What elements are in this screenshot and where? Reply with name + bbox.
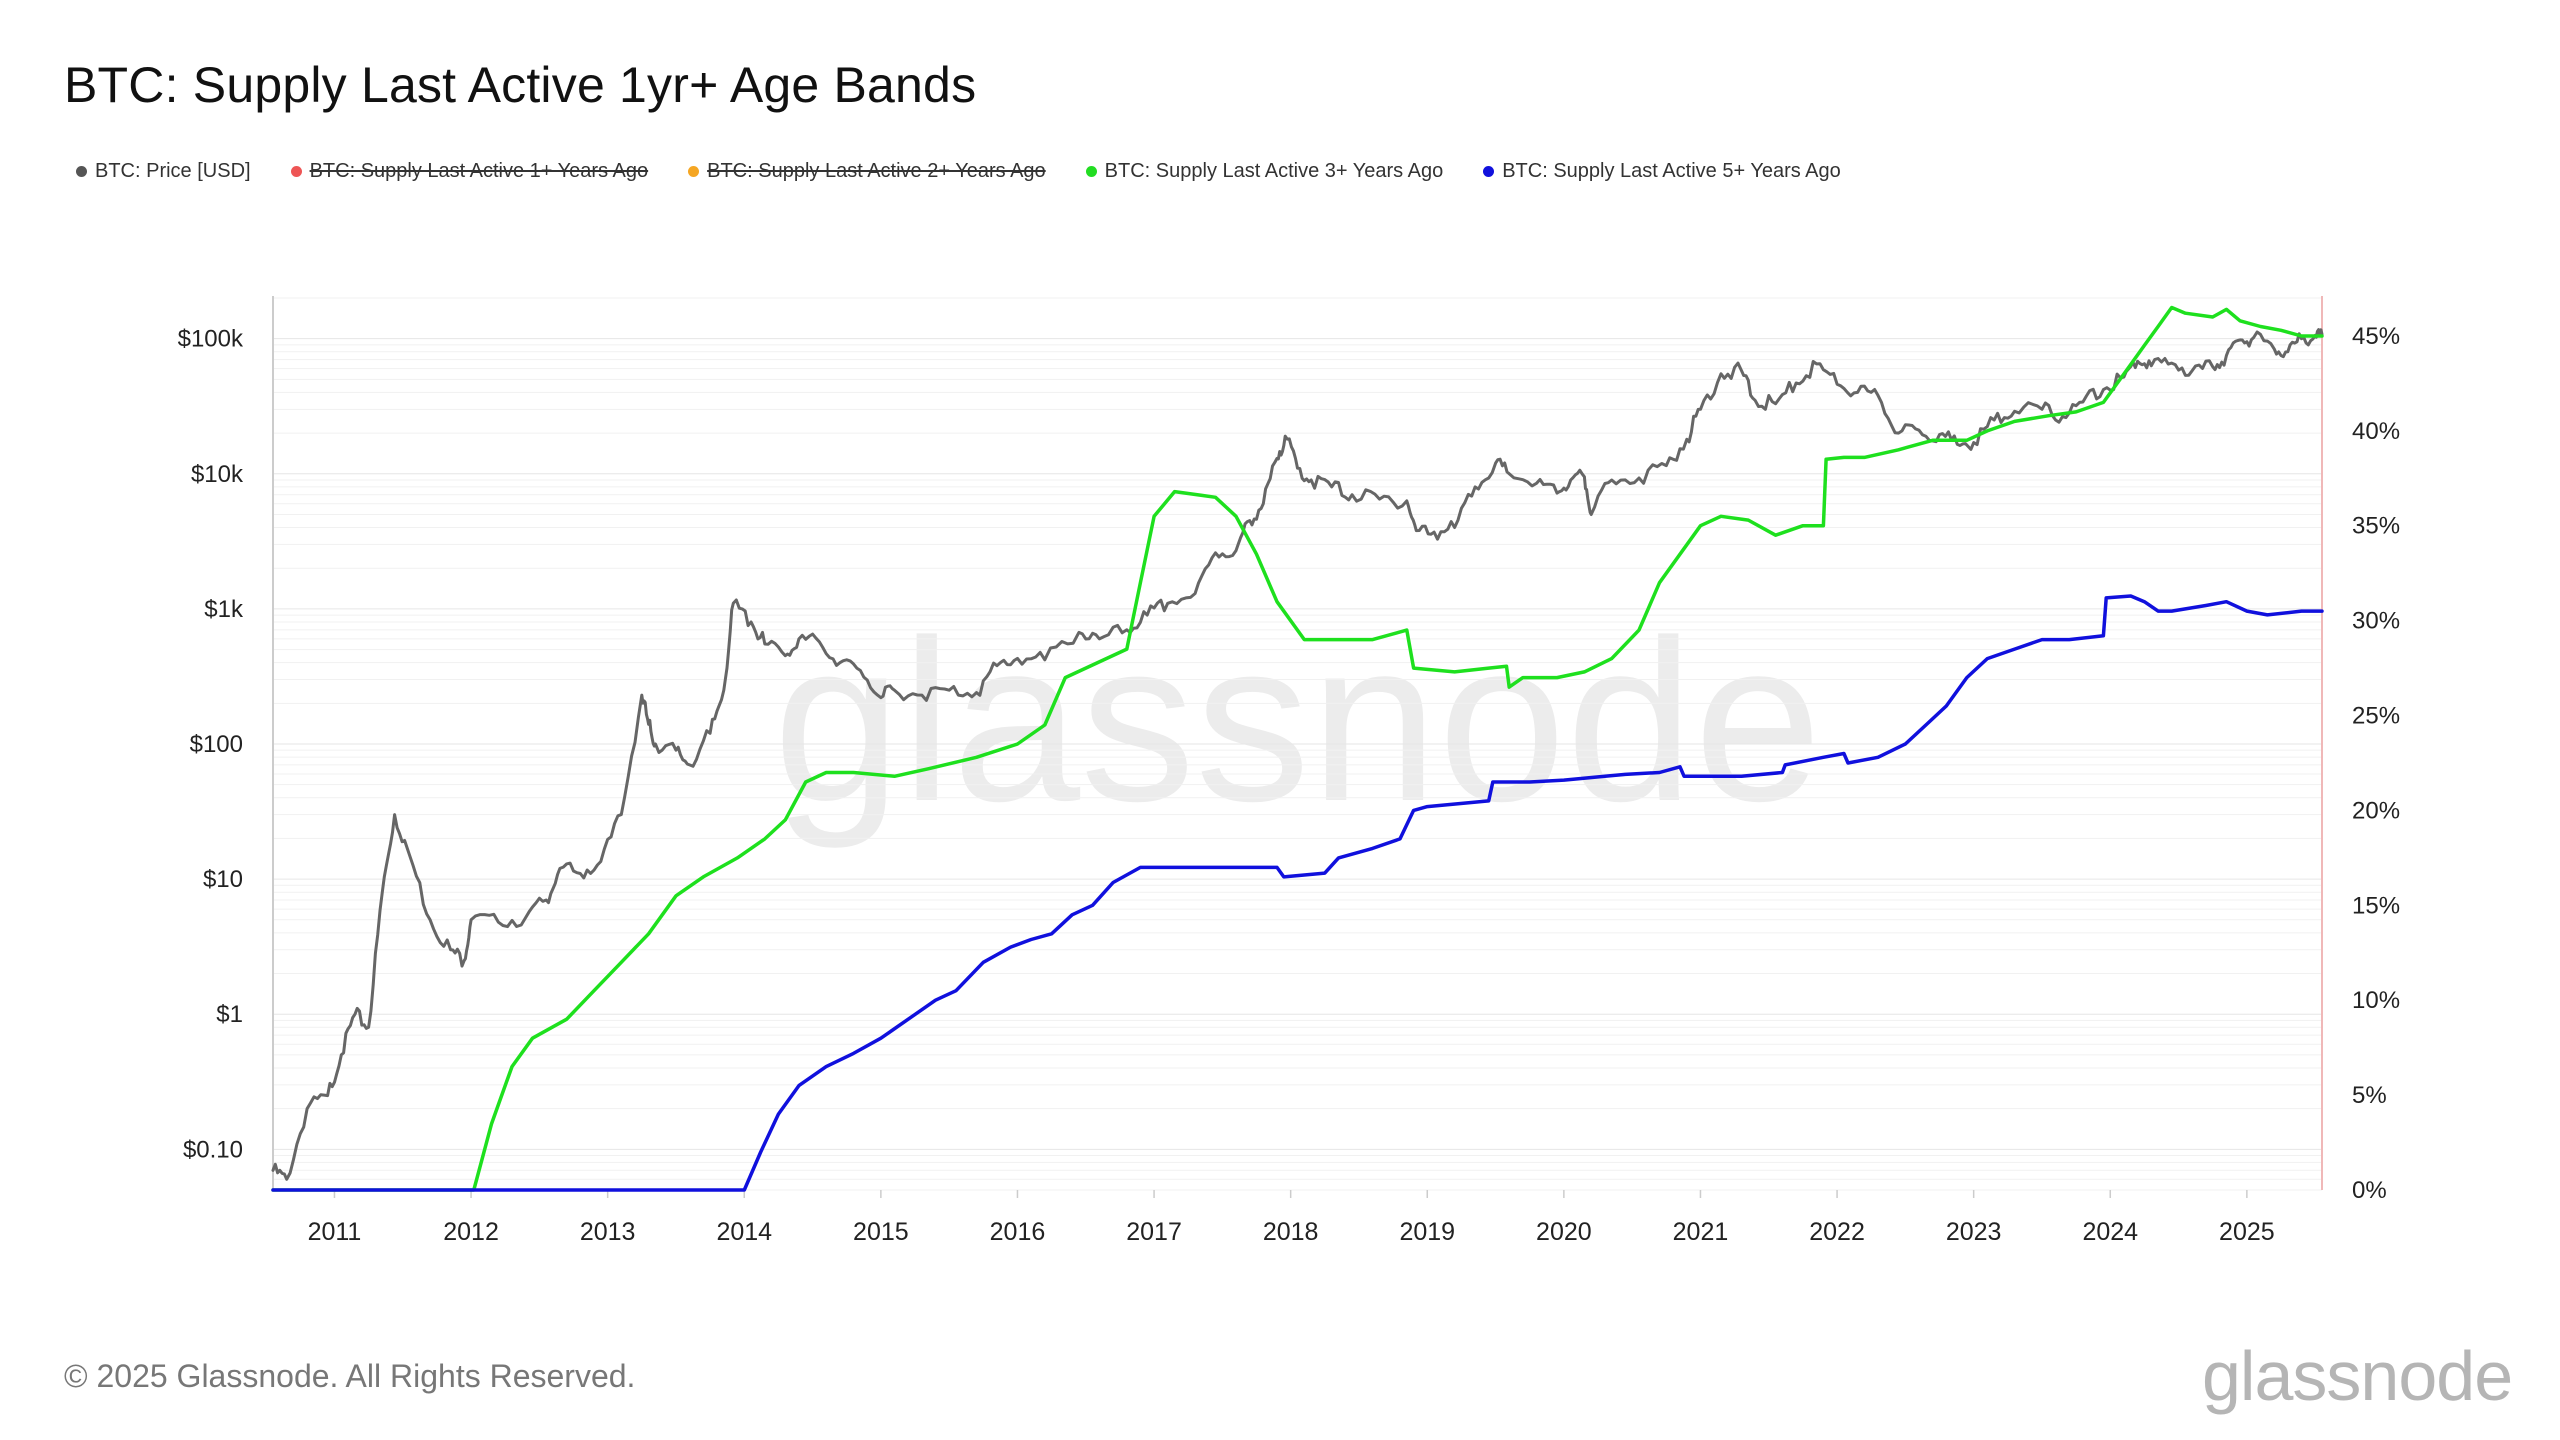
x-tick-label: 2012 <box>443 1218 499 1246</box>
copyright-footer: © 2025 Glassnode. All Rights Reserved. <box>64 1358 636 1394</box>
brand-logo-text: glassnode <box>2202 1337 2513 1415</box>
legend-dot-supply-5y <box>1483 166 1495 177</box>
legend-dot-price <box>76 166 87 177</box>
y-left-tick-label: $100 <box>190 731 243 758</box>
y-left-tick-label: $100k <box>178 326 244 353</box>
legend-label-price: BTC: Price [USD] <box>95 160 251 182</box>
y-right-tick-label: 25% <box>2352 703 2400 730</box>
y-right-tick-label: 35% <box>2352 513 2400 540</box>
chart-legend: BTC: Price [USD] BTC: Supply Last Active… <box>76 160 1841 183</box>
x-tick-label: 2025 <box>2219 1218 2275 1246</box>
legend-label-supply-3y: BTC: Supply Last Active 3+ Years Ago <box>1104 160 1444 182</box>
axes-layer: $0.10 $1 $10 $100 $1k $10k $100k 0% 5% 10% 15% 20% 2… <box>178 296 2400 1246</box>
x-tick-label: 2013 <box>580 1218 636 1246</box>
y-right-tick-label: 20% <box>2352 797 2400 824</box>
grid-layer <box>273 297 2322 1191</box>
y-right-tick-label: 40% <box>2352 418 2400 445</box>
y-right-tick-label: 10% <box>2352 987 2400 1014</box>
legend-item-supply-1y[interactable]: BTC: Supply Last Active 1+ Years Ago <box>290 160 649 183</box>
legend-item-supply-2y[interactable]: BTC: Supply Last Active 2+ Years Ago <box>688 160 1046 183</box>
x-tick-label: 2016 <box>990 1218 1046 1246</box>
x-tick-label: 2021 <box>1673 1218 1729 1246</box>
y-left-tick-label: $10 <box>203 866 243 893</box>
legend-item-price[interactable]: BTC: Price [USD] <box>76 160 251 183</box>
series-layer <box>271 305 2324 1192</box>
y-left-tick-label: $1 <box>216 1001 243 1028</box>
watermark-layer: glassnode <box>773 592 1822 849</box>
x-tick-label: 2015 <box>853 1218 909 1246</box>
price-line[interactable] <box>271 328 2324 1181</box>
y-left-tick-label: $1k <box>204 596 244 623</box>
watermark-text: glassnode <box>773 592 1822 849</box>
legend-dot-supply-2y <box>688 166 700 177</box>
legend-item-supply-5y[interactable]: BTC: Supply Last Active 5+ Years Ago <box>1483 160 1841 183</box>
legend-label-supply-5y: BTC: Supply Last Active 5+ Years Ago <box>1502 160 1841 182</box>
x-tick-label: 2017 <box>1126 1218 1182 1246</box>
supply-5y-line[interactable] <box>271 594 2324 1192</box>
legend-item-supply-3y[interactable]: BTC: Supply Last Active 3+ Years Ago <box>1085 160 1444 183</box>
x-tick-label: 2023 <box>1946 1218 2002 1246</box>
legend-label-supply-2y: BTC: Supply Last Active 2+ Years Ago <box>707 160 1046 182</box>
legend-dot-supply-3y <box>1085 166 1097 177</box>
legend-dot-supply-1y <box>290 166 302 177</box>
x-tick-label: 2020 <box>1536 1218 1592 1246</box>
legend-label-supply-1y: BTC: Supply Last Active 1+ Years Ago <box>309 160 649 182</box>
y-left-tick-label: $10k <box>191 461 244 488</box>
x-tick-label: 2011 <box>308 1218 362 1246</box>
y-right-tick-label: 30% <box>2352 608 2400 635</box>
chart-title: BTC: Supply Last Active 1yr+ Age Bands <box>64 57 977 113</box>
x-tick-label: 2014 <box>716 1218 772 1246</box>
supply-3y-line[interactable] <box>271 305 2324 1192</box>
x-tick-label: 2022 <box>1809 1218 1865 1246</box>
x-tick-label: 2024 <box>2082 1218 2138 1246</box>
y-right-tick-label: 0% <box>2352 1177 2387 1204</box>
y-right-tick-label: 15% <box>2352 892 2400 919</box>
x-tick-label: 2019 <box>1399 1218 1455 1246</box>
x-tick-label: 2018 <box>1263 1218 1319 1246</box>
y-right-tick-label: 45% <box>2352 323 2400 350</box>
y-right-tick-label: 5% <box>2352 1082 2387 1109</box>
y-left-tick-label: $0.10 <box>183 1136 243 1163</box>
